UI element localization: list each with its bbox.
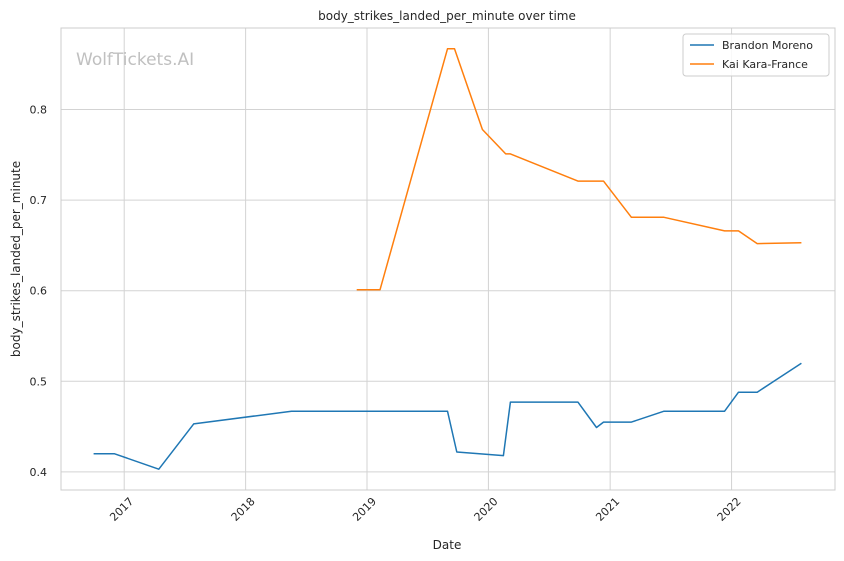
y-tick-label: 0.7: [30, 194, 48, 207]
x-axis-ticks: 2017 2018 2019 2020 2021 2022: [107, 495, 743, 524]
x-tick-label: 2017: [107, 495, 136, 524]
legend-box: [682, 33, 830, 77]
x-tick-label: 2022: [715, 495, 744, 524]
x-tick-label: 2018: [229, 495, 258, 524]
grid: [61, 28, 835, 490]
y-tick-label: 0.4: [30, 466, 48, 479]
chart-title: body_strikes_landed_per_minute over time: [318, 9, 576, 23]
y-tick-label: 0.6: [30, 285, 48, 298]
watermark: WolfTickets.AI: [76, 50, 194, 70]
y-tick-label: 0.5: [30, 375, 48, 388]
x-axis-label: Date: [433, 538, 462, 552]
series-lines: [93, 48, 802, 470]
y-axis-ticks: 0.4 0.5 0.6 0.7 0.8: [30, 104, 48, 479]
legend-label-kai-kara-france: Kai Kara-France: [722, 58, 808, 71]
plot-frame: [60, 27, 836, 491]
y-tick-label: 0.8: [30, 104, 48, 117]
x-tick-label: 2021: [593, 495, 622, 524]
legend-label-brandon-moreno: Brandon Moreno: [722, 39, 813, 52]
y-axis-label: body_strikes_landed_per_minute: [9, 161, 23, 357]
legend: Brandon Moreno Kai Kara-France: [682, 33, 830, 77]
x-tick-label: 2019: [350, 495, 379, 524]
series-line-brandon-moreno: [93, 362, 802, 470]
series-line-kai-kara-france: [356, 48, 802, 291]
x-tick-label: 2020: [472, 495, 501, 524]
